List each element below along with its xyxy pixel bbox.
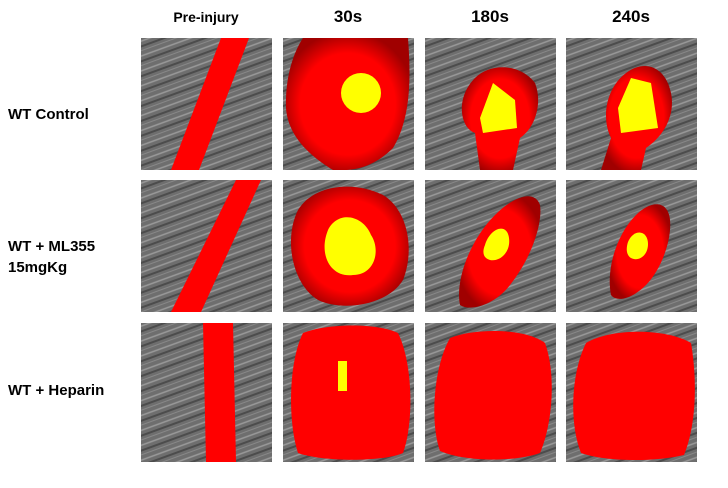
image-panel [283,323,414,462]
image-panel [141,180,272,312]
image-panel [425,323,556,462]
row-label: WT + Heparin [8,382,104,399]
image-panel [425,180,556,312]
image-panel [566,180,697,312]
image-panel [141,323,272,462]
column-headers: Pre-injury 30s 180s 240s [173,7,650,26]
image-panel [566,38,697,170]
image-panel [425,38,556,170]
column-header: 30s [334,7,362,26]
row-label: WT Control [8,106,89,123]
image-panel [141,38,272,170]
row-label: WT + ML355 [8,238,95,255]
image-panel [283,38,414,170]
image-panel [283,180,414,312]
column-header: Pre-injury [173,9,239,25]
column-header: 180s [471,7,509,26]
image-panel [566,323,697,462]
row-labels: WT Control WT + ML355 15mgKg WT + Hepari… [8,106,104,399]
column-header: 240s [612,7,650,26]
row-label: 15mgKg [8,259,67,276]
